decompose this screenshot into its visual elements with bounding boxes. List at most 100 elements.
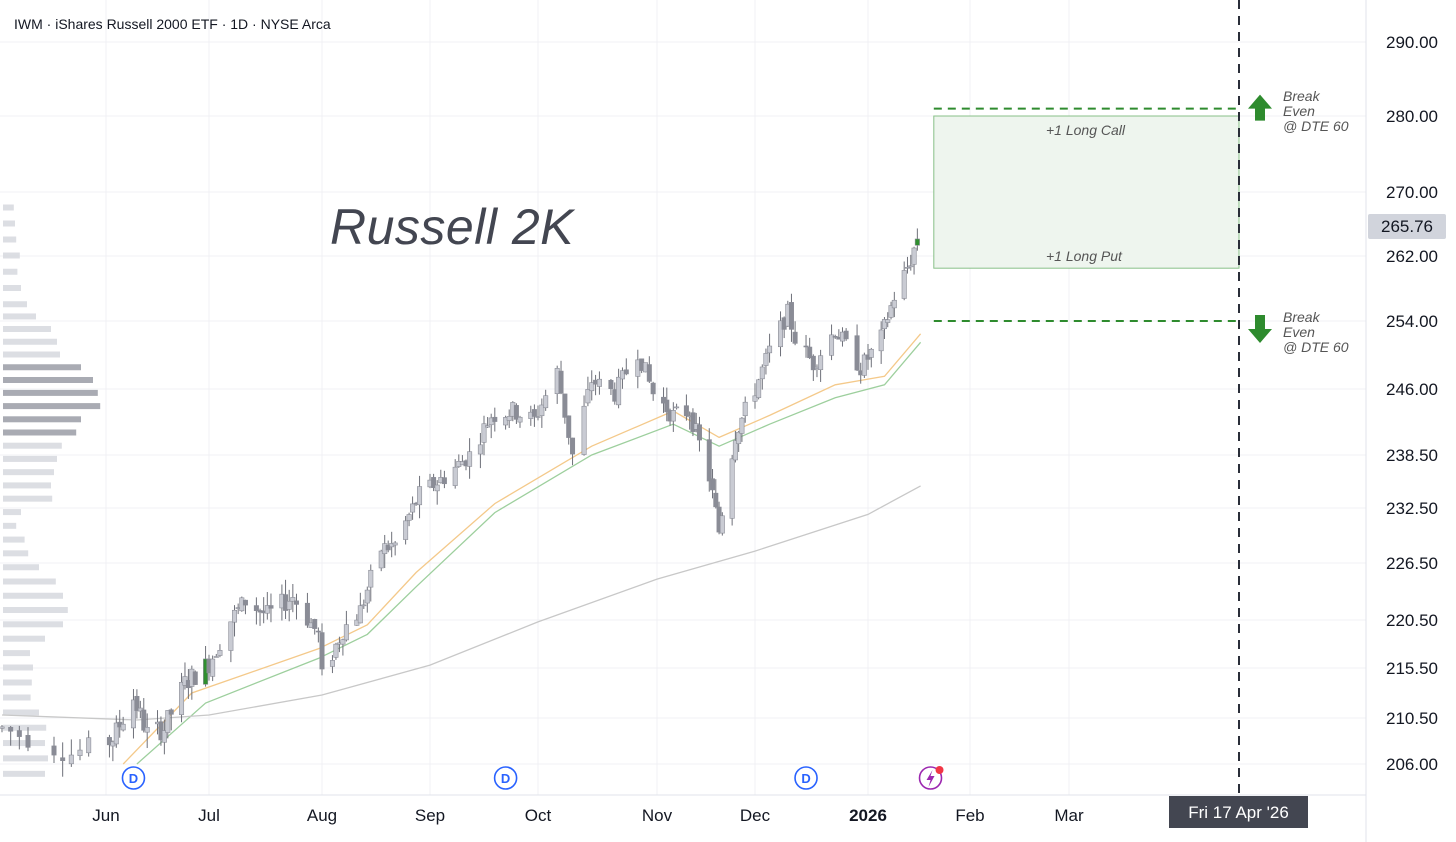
candle-body-88 [492,416,498,422]
volume-bar-22 [3,509,21,516]
volume-bar-28 [3,592,63,599]
candle-body-32 [213,656,219,658]
candle-body-1 [8,727,14,732]
crosshair-date-tag: Fri 17 Apr '26 [1169,796,1308,828]
candle-body-151 [810,355,816,371]
volume-bar-7 [3,313,36,320]
candle-body-93 [517,416,523,423]
candle-body-71 [410,503,416,513]
up-arrow-icon [1248,94,1272,121]
y-tick-label-5: 246.00 [1386,380,1438,399]
candle-body-8 [86,737,92,754]
candle-body-128 [696,424,702,441]
candle-body-131 [713,492,719,508]
candle-body-16 [137,707,143,712]
break-even-upper-line2: Even [1283,103,1315,119]
candle-body-22 [165,710,171,733]
volume-bar-8 [3,326,51,332]
candle-body-21 [161,730,167,743]
candle-body-141 [759,366,765,380]
option-zone-rect [933,115,1240,269]
candle-body-42 [264,605,270,614]
candle-body-172 [911,247,917,265]
long-put-label: +1 Long Put [1046,248,1122,264]
chart-text-annotation: Russell 2K [330,199,574,255]
candle-body-95 [531,409,537,417]
candle-body-55 [333,643,339,658]
volume-bar-6 [3,301,27,308]
candle-body-79 [452,466,458,486]
break-even-lower-line2: Even [1283,324,1315,340]
candle-body-122 [670,410,676,422]
candle-body-62 [364,589,370,604]
volume-bar-16 [3,429,77,436]
break-even-upper-line1: Break [1283,88,1320,104]
volume-bar-10 [3,351,60,358]
candle-body-92 [513,405,519,420]
candle-body-84 [477,444,483,455]
candle-body-140 [756,379,762,398]
volume-bar-27 [3,578,56,585]
candle-body-163 [868,348,874,358]
volume-bar-25 [3,550,29,557]
volume-bar-9 [3,338,57,345]
candle-body-33 [217,650,223,656]
volume-bar-11 [3,364,81,371]
volume-bar-32 [3,650,30,657]
candle-body-54 [329,660,335,667]
candle-body-49 [304,602,310,626]
candle-body-100 [558,370,564,394]
candle-body-9 [106,737,112,746]
volume-bar-0 [3,204,14,211]
candle-body-133 [719,515,725,534]
y-tick-label-9: 220.50 [1386,611,1438,630]
candle-body-147 [788,302,794,330]
volume-bar-19 [3,469,54,476]
candle-body-2 [16,730,22,737]
candle-body-66 [385,544,391,551]
candle-body-28 [192,671,198,685]
candle-body-142 [763,353,769,366]
candle-body-58 [343,624,349,641]
volume-bar-3 [3,252,20,259]
moving-average-1 [136,341,922,765]
volume-bar-30 [3,621,63,628]
volume-bar-29 [3,607,68,613]
candle-body-171 [908,265,914,268]
symbol-header[interactable]: IWM · iShares Russell 2000 ETF · 1D · NY… [14,16,331,32]
candle-body-154 [829,334,835,356]
candle-body-85 [481,423,487,443]
candle-body-70 [406,514,412,521]
candle-body-117 [646,364,652,382]
y-tick-label-10: 215.50 [1386,659,1438,678]
candle-body-143 [767,345,773,354]
candle-body-167 [888,305,894,318]
candle-body-126 [690,412,696,432]
candle-body-113 [623,369,629,375]
down-arrow-icon [1248,315,1272,343]
candle-body-11 [113,722,119,745]
volume-bar-26 [3,564,39,571]
y-tick-label-12: 206.00 [1386,755,1438,774]
strategy-zone [933,0,1272,795]
candle-body-138 [742,401,748,417]
dividend-marker-label-2: D [801,771,810,786]
y-tick-label-7: 232.50 [1386,499,1438,518]
candle-body-83 [467,451,473,467]
candle-body-63 [368,569,374,588]
candle-body-168 [891,299,897,309]
candle-body-73 [417,486,423,506]
candle-body-153 [818,355,824,371]
candle-body-7 [77,749,83,756]
candle-body-23 [168,709,174,715]
candle-body-43 [268,605,274,609]
candle-body-51 [312,619,318,629]
volume-bar-24 [3,536,25,543]
candle-body-101 [562,393,568,418]
earnings-dot-icon [935,766,944,774]
candle-body-98 [543,395,549,409]
dividend-marker-icon-1 [493,766,518,790]
